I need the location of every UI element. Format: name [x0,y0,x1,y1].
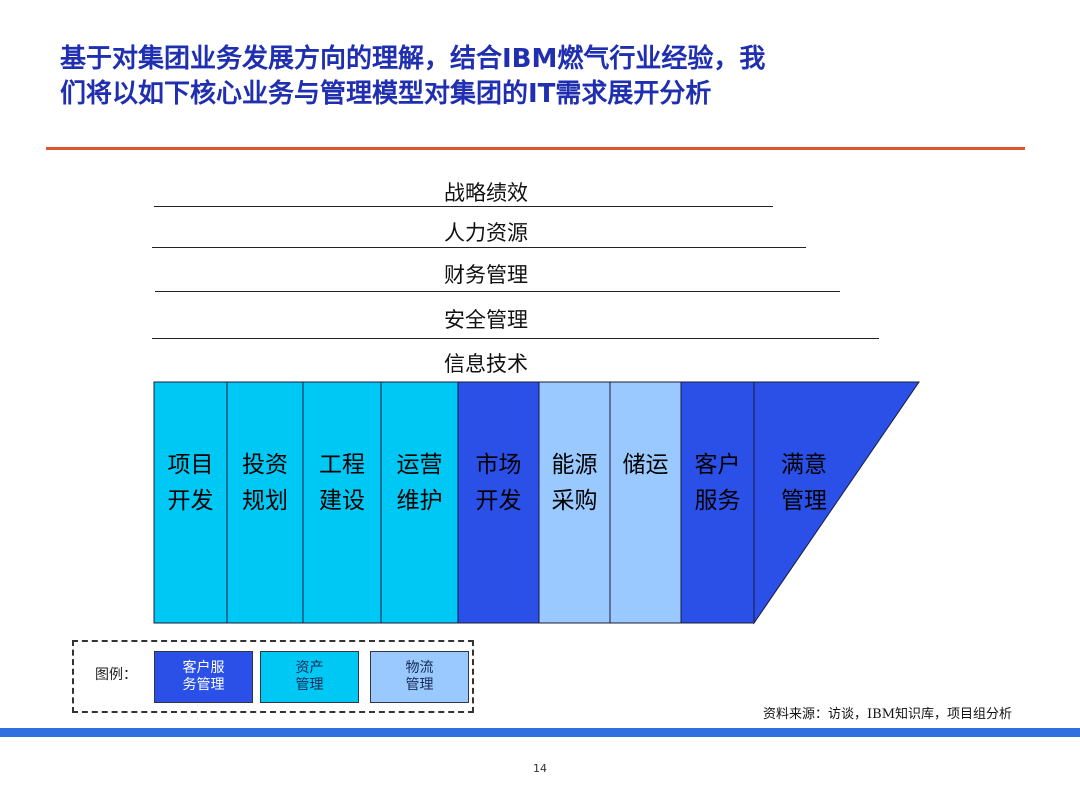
business-column-3-label-2: 建设 [319,488,365,514]
legend-asset-line2: 管理 [295,677,324,693]
business-column-2 [226,381,304,624]
layer-label-strategy: 战略绩效 [444,181,528,205]
layer-label-safety: 安全管理 [444,308,528,332]
layer-label-hr: 人力资源 [444,221,528,245]
business-column-1 [153,381,228,624]
legend-label: 图例： [95,667,137,683]
business-column-5-label-2: 开发 [476,488,522,514]
business-column-1-label-2: 开发 [168,488,214,514]
legend-asset-line1: 资产 [295,660,324,676]
business-column-2-label-1: 投资 [242,452,288,478]
business-column-2-label-2: 规划 [242,488,288,514]
title-line-1: 基于对集团业务发展方向的理解，结合IBM燃气行业经验，我 [60,44,766,74]
business-column-7-label-1: 储运 [623,452,669,478]
legend-logistics-line1: 物流 [405,660,434,676]
business-column-3-label-1: 工程 [319,452,365,478]
business-column-9-label-1: 满意 [781,452,827,478]
business-column-9-label-2: 管理 [781,488,827,514]
business-column-1-label-1: 项目 [168,452,214,478]
business-column-8-label-1: 客户 [695,452,741,478]
business-column-6 [538,381,611,624]
layer-label-finance: 财务管理 [444,263,528,287]
page-title: 基于对集团业务发展方向的理解，结合IBM燃气行业经验，我 们将以如下核心业务与管… [60,42,960,112]
business-column-8-label-2: 服务 [695,488,741,514]
layer-line-hr [152,247,806,248]
legend-customer-service: 客户服 务管理 [154,651,253,703]
business-column-8 [680,381,755,624]
page-number: 14 [533,762,547,775]
business-column-6-label-2: 采购 [552,488,598,514]
business-column-9 [753,381,920,625]
legend-customer-service-line2: 务管理 [182,677,225,693]
business-column-6-label-1: 能源 [552,452,598,478]
business-column-4-label-1: 运营 [397,452,443,478]
title-line-2: 们将以如下核心业务与管理模型对集团的IT需求展开分析 [60,79,712,109]
layer-line-safety [152,338,879,339]
layer-label-it: 信息技术 [444,352,528,376]
legend [72,640,474,713]
legend-customer-service-line1: 客户服 [182,660,225,676]
title-divider [46,147,1025,150]
business-column-5-label-1: 市场 [476,452,522,478]
legend-asset: 资产 管理 [260,651,359,703]
source-note: 资料来源：访谈，IBM知识库，项目组分析 [763,707,1012,722]
business-column-4 [380,381,459,624]
business-column-4-label-2: 维护 [397,488,443,514]
footer-bar [0,728,1080,737]
legend-logistics-line2: 管理 [405,677,434,693]
legend-logistics: 物流 管理 [370,651,469,703]
layer-line-finance [155,291,840,292]
business-column-5 [457,381,540,624]
layer-line-strategy [154,206,773,207]
business-column-7 [609,381,682,624]
